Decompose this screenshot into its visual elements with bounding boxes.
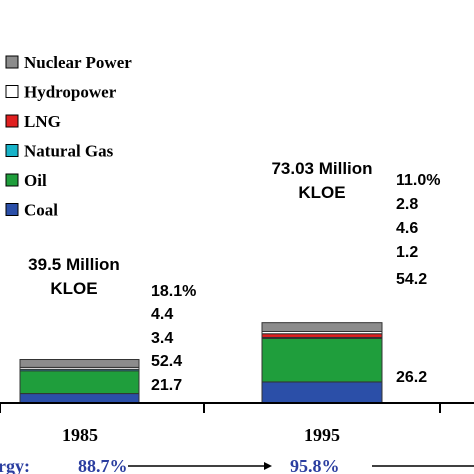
legend-swatch-coal xyxy=(5,203,19,216)
bar-1995-nuclear-power xyxy=(261,322,383,333)
x-tick-label-1985: 1985 xyxy=(62,425,98,445)
legend-label-natural-gas: Natural Gas xyxy=(24,142,114,161)
value-label-1995-4: 54.2 xyxy=(396,271,427,288)
legend-swatch-oil xyxy=(5,173,19,187)
value-label-1995-3: 1.2 xyxy=(396,244,418,261)
legend-swatch-natural-gas xyxy=(5,144,19,157)
value-label-1995-5: 26.2 xyxy=(396,369,427,386)
bottom-value-1995: 95.8% xyxy=(290,456,340,474)
x-tick-label-1995: 1995 xyxy=(304,425,340,445)
value-label-1995-0: 11.0% xyxy=(396,172,440,189)
total-label-1985-line2: KLOE xyxy=(50,279,97,298)
value-label-1985-1: 4.4 xyxy=(151,306,173,323)
legend-label-coal: Coal xyxy=(24,201,58,220)
legend-label-hydropower: Hydropower xyxy=(24,83,117,102)
legend-label-oil: Oil xyxy=(24,171,47,190)
bar-1995-lng xyxy=(261,333,383,338)
value-label-1995-2: 4.6 xyxy=(396,220,418,237)
legend-swatch-hydropower xyxy=(5,85,19,98)
value-label-1985-4: 21.7 xyxy=(151,377,182,394)
total-label-1995-line1: 73.03 Million xyxy=(271,159,372,178)
bottom-left-label: rgy: xyxy=(0,456,30,474)
arrow-head-middle xyxy=(264,462,272,470)
value-label-1985-0: 18.1% xyxy=(151,283,196,300)
legend: Nuclear Power Hydropower LNG Natural Gas Oil… xyxy=(5,53,132,220)
bar-1985-coal xyxy=(19,393,140,404)
legend-swatch-nuclear-power xyxy=(5,55,19,69)
value-label-1985-3: 52.4 xyxy=(151,353,182,370)
bar-1985-oil xyxy=(19,370,140,395)
legend-label-lng: LNG xyxy=(24,112,61,131)
bar-value-labels: 39.5 Million KLOE 73.03 Million KLOE 18.1% 4.… xyxy=(28,159,440,394)
legend-label-nuclear-power: Nuclear Power xyxy=(24,53,132,72)
bar-1985-nuclear-power xyxy=(19,359,140,368)
bottom-value-1985: 88.7% xyxy=(78,456,128,474)
bar-1995-oil xyxy=(261,337,383,383)
bars xyxy=(19,322,383,404)
value-label-1995-1: 2.8 xyxy=(396,196,418,213)
total-label-1995-line2: KLOE xyxy=(298,183,345,202)
bar-1995-coal xyxy=(261,381,383,404)
value-label-1985-2: 3.4 xyxy=(151,330,173,347)
legend-swatch-lng xyxy=(5,114,19,128)
total-label-1985-line1: 39.5 Million xyxy=(28,255,120,274)
